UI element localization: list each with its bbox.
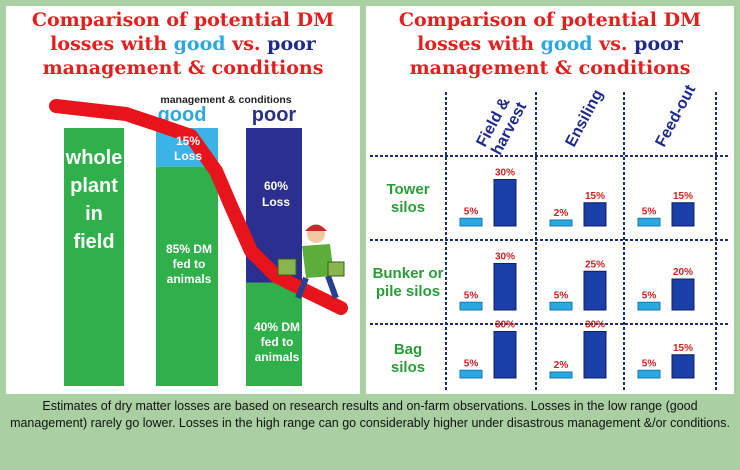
caption: Estimates of dry matter losses are based…: [10, 399, 730, 430]
right-grid-group: Field &harvest Ensiling Feed-out Tower silos…: [370, 82, 730, 392]
bar-poor-r1-c0: [493, 263, 517, 311]
good-label: good: [157, 104, 207, 126]
bar-good-r2-c1: [549, 371, 573, 379]
good-fed-label: 85% DM fed to animals: [165, 242, 212, 286]
right-title-line-1: Comparison of potential DM: [398, 9, 702, 31]
label-good-r0-c0: 5%: [464, 206, 479, 217]
label-good-r1-c1: 5%: [554, 290, 569, 301]
left-title-good: good: [173, 33, 226, 55]
bar-poor-r0-c2: [671, 202, 695, 227]
farmer-figure: [277, 224, 345, 300]
bar-poor-r0-c0: [493, 179, 517, 227]
label-poor-r2-c1: 30%: [585, 320, 605, 331]
label-poor-r0-c2: 15%: [673, 191, 693, 202]
bar-good-r2-c2: [637, 369, 661, 379]
right-title-good: good: [540, 33, 593, 55]
label-poor-r2-c2: 15%: [673, 343, 693, 354]
left-title-2b: vs.: [225, 33, 268, 55]
left-chart-title: Comparison of potential DM losses with g…: [6, 8, 360, 80]
bar-poor-r2-c2: [671, 354, 695, 379]
label-good-r1-c2: 5%: [642, 290, 657, 301]
right-title-line-2: losses with good vs. poor: [366, 32, 734, 56]
left-title-line-2: losses with good vs. poor: [6, 32, 360, 56]
poor-loss-label: 60% Loss: [261, 179, 290, 209]
poor-fed-label: 40% DM fed to animals: [253, 320, 300, 364]
poor-label: poor: [251, 104, 297, 126]
bar-good-r0-c2: [637, 217, 661, 227]
stage-header-2: Feed-out: [653, 82, 700, 150]
silo-label-0: Tower silos: [386, 181, 429, 216]
right-title-poor: poor: [634, 33, 683, 55]
right-grid-chart: Field &harvest Ensiling Feed-out Tower silos…: [370, 82, 730, 392]
label-good-r2-c0: 5%: [464, 358, 479, 369]
right-chart-panel: Comparison of potential DM losses with g…: [366, 6, 734, 394]
bar-poor-r2-c0: [493, 331, 517, 379]
label-good-r0-c2: 5%: [642, 206, 657, 217]
label-poor-r0-c1: 15%: [585, 191, 605, 202]
label-good-r0-c1: 2%: [554, 208, 569, 219]
good-loss-label: 15% Loss: [173, 134, 202, 163]
bar-good-r0-c1: [549, 219, 573, 227]
mgmt-subheader: management & conditions: [160, 94, 292, 106]
label-poor-r2-c0: 30%: [495, 320, 515, 331]
bar-good-r1-c0: [459, 301, 483, 311]
label-good-r2-c2: 5%: [642, 358, 657, 369]
label-poor-r1-c0: 30%: [495, 252, 515, 263]
stage-header-1: Ensiling: [563, 87, 607, 150]
left-title-line-3: management & conditions: [42, 57, 324, 79]
bar-poor-r1-c2: [671, 278, 695, 311]
left-title-line-1: Comparison of potential DM: [31, 9, 335, 31]
left-chart-panel: Comparison of potential DM losses with g…: [6, 6, 360, 394]
bar-poor-r0-c1: [583, 202, 607, 227]
whole-plant-label: whole plant in field: [65, 147, 123, 253]
bar-good-r1-c1: [549, 301, 573, 311]
bar-fed-poor: [246, 282, 302, 386]
bar-good-r0-c0: [459, 217, 483, 227]
label-good-r2-c1: 2%: [554, 360, 569, 371]
label-poor-r1-c2: 20%: [673, 267, 693, 278]
bar-fed-whole-plant-in-field: [64, 128, 124, 386]
right-title-line-3: management & conditions: [409, 57, 691, 79]
bar-poor-r1-c1: [583, 270, 607, 311]
left-title-poor: poor: [267, 33, 316, 55]
bar-fed-good: [156, 166, 218, 386]
silo-label-2: Bag silos: [391, 341, 425, 376]
left-bars-group: [64, 128, 302, 386]
left-title-2a: losses with: [50, 33, 174, 55]
label-poor-r0-c0: 30%: [495, 168, 515, 179]
bar-good-r1-c2: [637, 301, 661, 311]
label-good-r1-c0: 5%: [464, 290, 479, 301]
left-bar-chart: [49, 99, 348, 386]
right-title-2b: vs.: [592, 33, 635, 55]
silo-label-1: Bunker or pile silos: [373, 265, 444, 300]
stage-header-0: Field &harvest: [474, 91, 531, 158]
bar-good-r2-c0: [459, 369, 483, 379]
right-chart-title: Comparison of potential DM losses with g…: [366, 8, 734, 80]
label-poor-r1-c1: 25%: [585, 259, 605, 270]
right-title-2a: losses with: [417, 33, 541, 55]
bar-poor-r2-c1: [583, 331, 607, 379]
decline-arrow: [49, 99, 348, 315]
